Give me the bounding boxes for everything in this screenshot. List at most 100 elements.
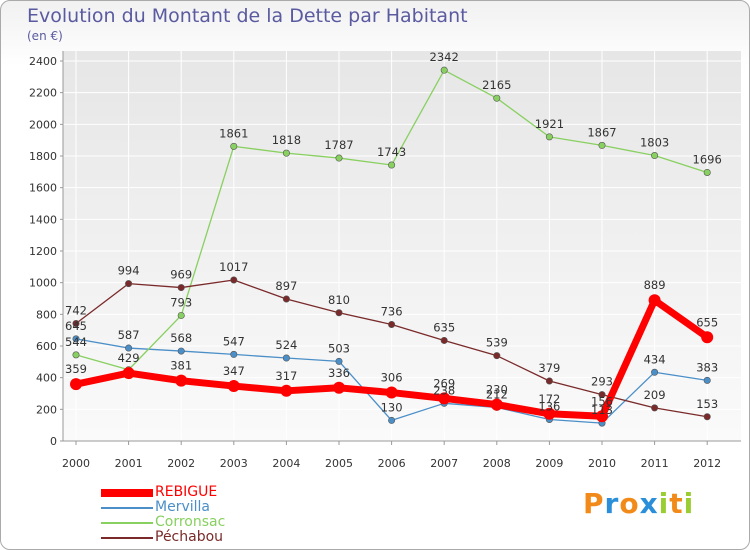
data-label: 587 [118,328,140,342]
data-label: 209 [644,388,666,402]
y-tick-label: 800 [36,308,57,321]
x-tick-label: 2003 [220,457,248,470]
legend-label: REBIGUE [155,484,218,500]
data-label: 434 [644,352,666,366]
x-tick-label: 2000 [62,457,90,470]
data-label: 1867 [587,125,616,139]
x-tick-label: 2010 [588,457,616,470]
logo-letter: t [669,487,684,520]
data-label: 269 [433,376,455,390]
data-label: 897 [275,279,297,293]
data-point-corronsac [703,168,711,176]
data-label: 1787 [324,138,353,152]
data-point-pechabou [493,352,501,360]
data-point-mervilla [335,357,343,365]
data-point-rebigue [280,384,293,397]
data-label: 655 [696,315,718,329]
x-tick-label: 2011 [641,457,669,470]
y-tick-label: 200 [36,403,57,416]
data-point-rebigue [175,374,188,387]
data-point-pechabou [651,404,659,412]
x-tick-label: 2004 [272,457,300,470]
data-label: 635 [433,320,455,334]
data-point-corronsac [335,154,343,162]
plot-area [63,51,741,441]
logo-letter: r [604,487,620,520]
data-label: 539 [486,336,508,350]
data-point-rebigue [701,331,714,344]
data-label: 503 [328,341,350,355]
data-label: 1017 [219,260,248,274]
data-point-rebigue [490,398,503,411]
data-point-mervilla [177,347,185,355]
data-label: 2342 [430,50,459,64]
data-point-corronsac [282,149,290,157]
data-point-mervilla [230,350,238,358]
data-label: 524 [275,338,297,352]
x-tick-label: 2005 [325,457,353,470]
logo-letter: P [583,487,605,520]
data-point-rebigue [70,378,82,391]
data-label: 1696 [693,152,722,166]
x-tick-label: 2012 [693,457,721,470]
data-label: 793 [170,295,192,309]
data-point-corronsac [440,66,448,74]
y-tick-label: 400 [36,372,57,385]
legend-label: Corronsac [155,514,226,530]
x-tick-label: 2007 [430,457,458,470]
data-point-pechabou [703,413,711,421]
y-tick-label: 600 [36,340,57,353]
y-tick-label: 2400 [29,55,57,68]
data-point-pechabou [72,320,80,328]
data-point-rebigue [596,410,608,423]
data-point-pechabou [177,284,185,292]
data-label: 212 [486,387,508,401]
data-label: 381 [170,359,192,373]
data-label: 293 [591,375,613,389]
data-point-pechabou [125,280,133,288]
logo-letter: i [683,487,695,520]
y-tick-label: 1000 [29,277,57,290]
y-tick-label: 1200 [29,245,57,258]
y-tick-label: 1800 [29,150,57,163]
data-label: 306 [381,371,403,385]
y-tick-label: 2000 [29,118,57,131]
logo-letter: x [639,487,659,520]
data-point-pechabou [598,391,606,399]
proxiti-logo: Proxiti [583,487,694,520]
chart-title: Evolution du Montant de la Dette par Hab… [27,5,468,27]
data-label: 810 [328,293,350,307]
data-label: 238 [433,383,455,397]
data-label: 889 [644,278,666,292]
data-point-corronsac [72,351,80,359]
data-label: 113 [591,403,613,417]
data-label: 136 [538,399,560,413]
data-label: 568 [170,331,192,345]
legend-swatch [101,489,153,497]
x-tick-label: 2001 [115,457,143,470]
data-label: 645 [65,319,87,333]
data-point-pechabou [282,295,290,303]
data-label: 172 [538,392,560,406]
data-point-mervilla [282,354,290,362]
x-tick-label: 2009 [535,457,563,470]
chart-subtitle: (en €) [27,29,63,43]
data-label: 547 [223,334,245,348]
logo-letter: i [658,487,670,520]
data-label: 230 [486,383,508,397]
data-label: 994 [118,264,140,278]
data-point-pechabou [388,320,396,328]
data-label: 1861 [219,126,248,140]
legend-label: Mervilla [155,499,210,515]
data-point-mervilla [388,416,396,424]
data-point-corronsac [230,142,238,150]
data-point-mervilla [125,344,133,352]
data-point-rebigue [333,381,345,394]
data-label: 1921 [535,117,564,131]
data-point-corronsac [598,141,606,149]
data-point-rebigue [648,294,661,307]
data-point-rebigue [543,407,556,420]
data-point-corronsac [493,94,501,102]
